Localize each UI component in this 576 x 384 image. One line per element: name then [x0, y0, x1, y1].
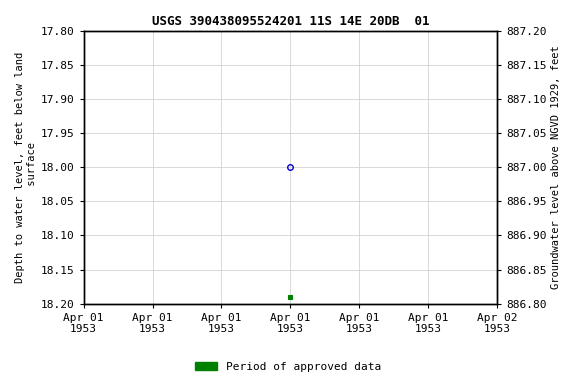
Title: USGS 390438095524201 11S 14E 20DB  01: USGS 390438095524201 11S 14E 20DB 01 — [151, 15, 429, 28]
Y-axis label: Groundwater level above NGVD 1929, feet: Groundwater level above NGVD 1929, feet — [551, 45, 561, 289]
Y-axis label: Depth to water level, feet below land
 surface: Depth to water level, feet below land su… — [15, 51, 37, 283]
Legend: Period of approved data: Period of approved data — [191, 358, 385, 377]
